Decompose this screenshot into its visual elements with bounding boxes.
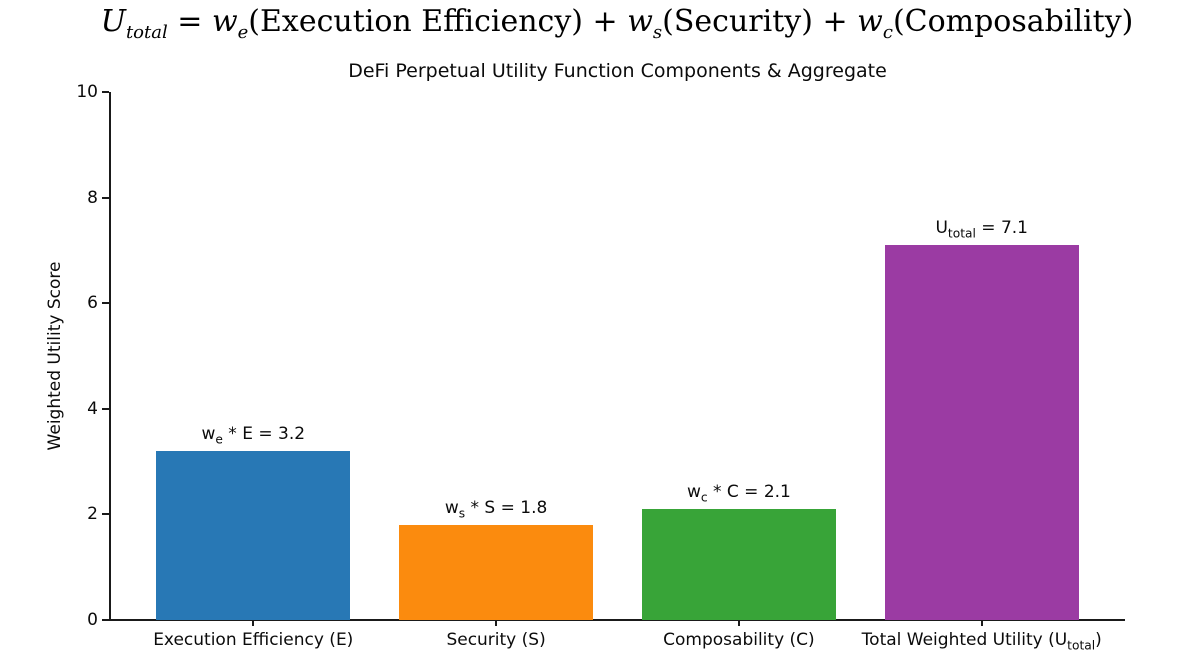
y-tick-mark [102, 91, 109, 93]
y-tick-mark [102, 407, 109, 410]
bar-value-label: ws * S = 1.8 [444, 497, 548, 521]
y-tick-mark [102, 196, 109, 199]
utility-formula: Utotal = we(Execution Efficiency) + ws(S… [100, 4, 1134, 43]
x-tick-label: Composability (C) [663, 630, 815, 650]
chart-title: DeFi Perpetual Utility Function Componen… [348, 60, 887, 82]
bar [884, 245, 1079, 620]
bar-value-label: wc * C = 2.1 [686, 482, 791, 505]
x-tick-mark [737, 620, 740, 626]
x-tick-mark [495, 620, 498, 626]
y-tick-label: 8 [87, 187, 98, 208]
y-tick-label: 4 [87, 398, 98, 419]
y-axis-label: Weighted Utility Score [45, 261, 65, 451]
bar-value-label: we * E = 3.2 [201, 424, 306, 447]
y-tick-label: 6 [87, 293, 98, 314]
bar [156, 451, 351, 620]
x-tick-label: Security (S) [446, 630, 546, 650]
x-tick-mark [252, 620, 255, 626]
y-tick-mark [102, 302, 109, 305]
bar [641, 509, 837, 620]
y-tick-mark [102, 619, 109, 621]
bar-value-label: Utotal = 7.1 [935, 218, 1028, 241]
x-tick-label: Execution Efficiency (E) [153, 630, 354, 650]
y-axis-line [109, 92, 111, 620]
y-tick-mark [102, 513, 109, 516]
x-tick-label: Total Weighted Utility (Utotal) [861, 630, 1102, 652]
x-tick-mark [980, 620, 983, 626]
plot-area: 0 2 4 6 8 10 we * E = 3.2 Execution Efficiency … [76, 82, 1125, 652]
y-tick-label: 0 [87, 610, 98, 630]
bar [398, 524, 594, 620]
y-tick-label: 10 [76, 82, 98, 102]
y-tick-label: 2 [87, 504, 98, 525]
x-axis-line [104, 619, 1125, 621]
